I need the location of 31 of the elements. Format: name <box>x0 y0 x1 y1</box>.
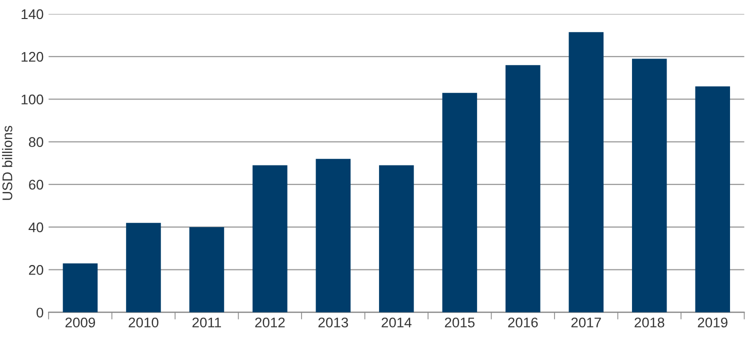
bar <box>379 165 414 312</box>
y-tick-label: 120 <box>22 52 44 62</box>
y-tick-label: 100 <box>22 94 44 104</box>
y-tick-label: 20 <box>29 265 44 275</box>
bar <box>632 58 667 312</box>
y-tick-label: 60 <box>29 180 44 190</box>
bar <box>189 227 224 312</box>
x-tick-label: 2017 <box>571 318 601 328</box>
x-tick-label: 2013 <box>318 318 348 328</box>
y-tick-label: 140 <box>22 9 44 20</box>
x-tick-label: 2011 <box>192 318 221 328</box>
y-axis-title: USD billions <box>2 126 12 200</box>
x-tick-label: 2012 <box>255 318 285 328</box>
x-tick-label: 2009 <box>65 318 96 328</box>
y-tick-label: 0 <box>36 308 44 318</box>
x-tick-label: 2015 <box>444 318 475 328</box>
bar <box>126 222 161 312</box>
bar <box>695 86 730 312</box>
x-tick-label: 2010 <box>128 318 158 328</box>
bar <box>316 158 351 312</box>
y-tick-label: 40 <box>28 222 44 232</box>
bar <box>506 65 540 312</box>
x-tick-label: 2016 <box>508 318 538 328</box>
bar <box>62 263 98 312</box>
x-tick-label: 2019 <box>698 318 728 328</box>
bar <box>252 165 288 312</box>
x-tick-label: 2014 <box>382 318 412 328</box>
bar <box>568 32 604 312</box>
y-tick-label: 80 <box>28 137 44 148</box>
bar <box>442 92 478 312</box>
x-tick-label: 2018 <box>634 318 664 328</box>
